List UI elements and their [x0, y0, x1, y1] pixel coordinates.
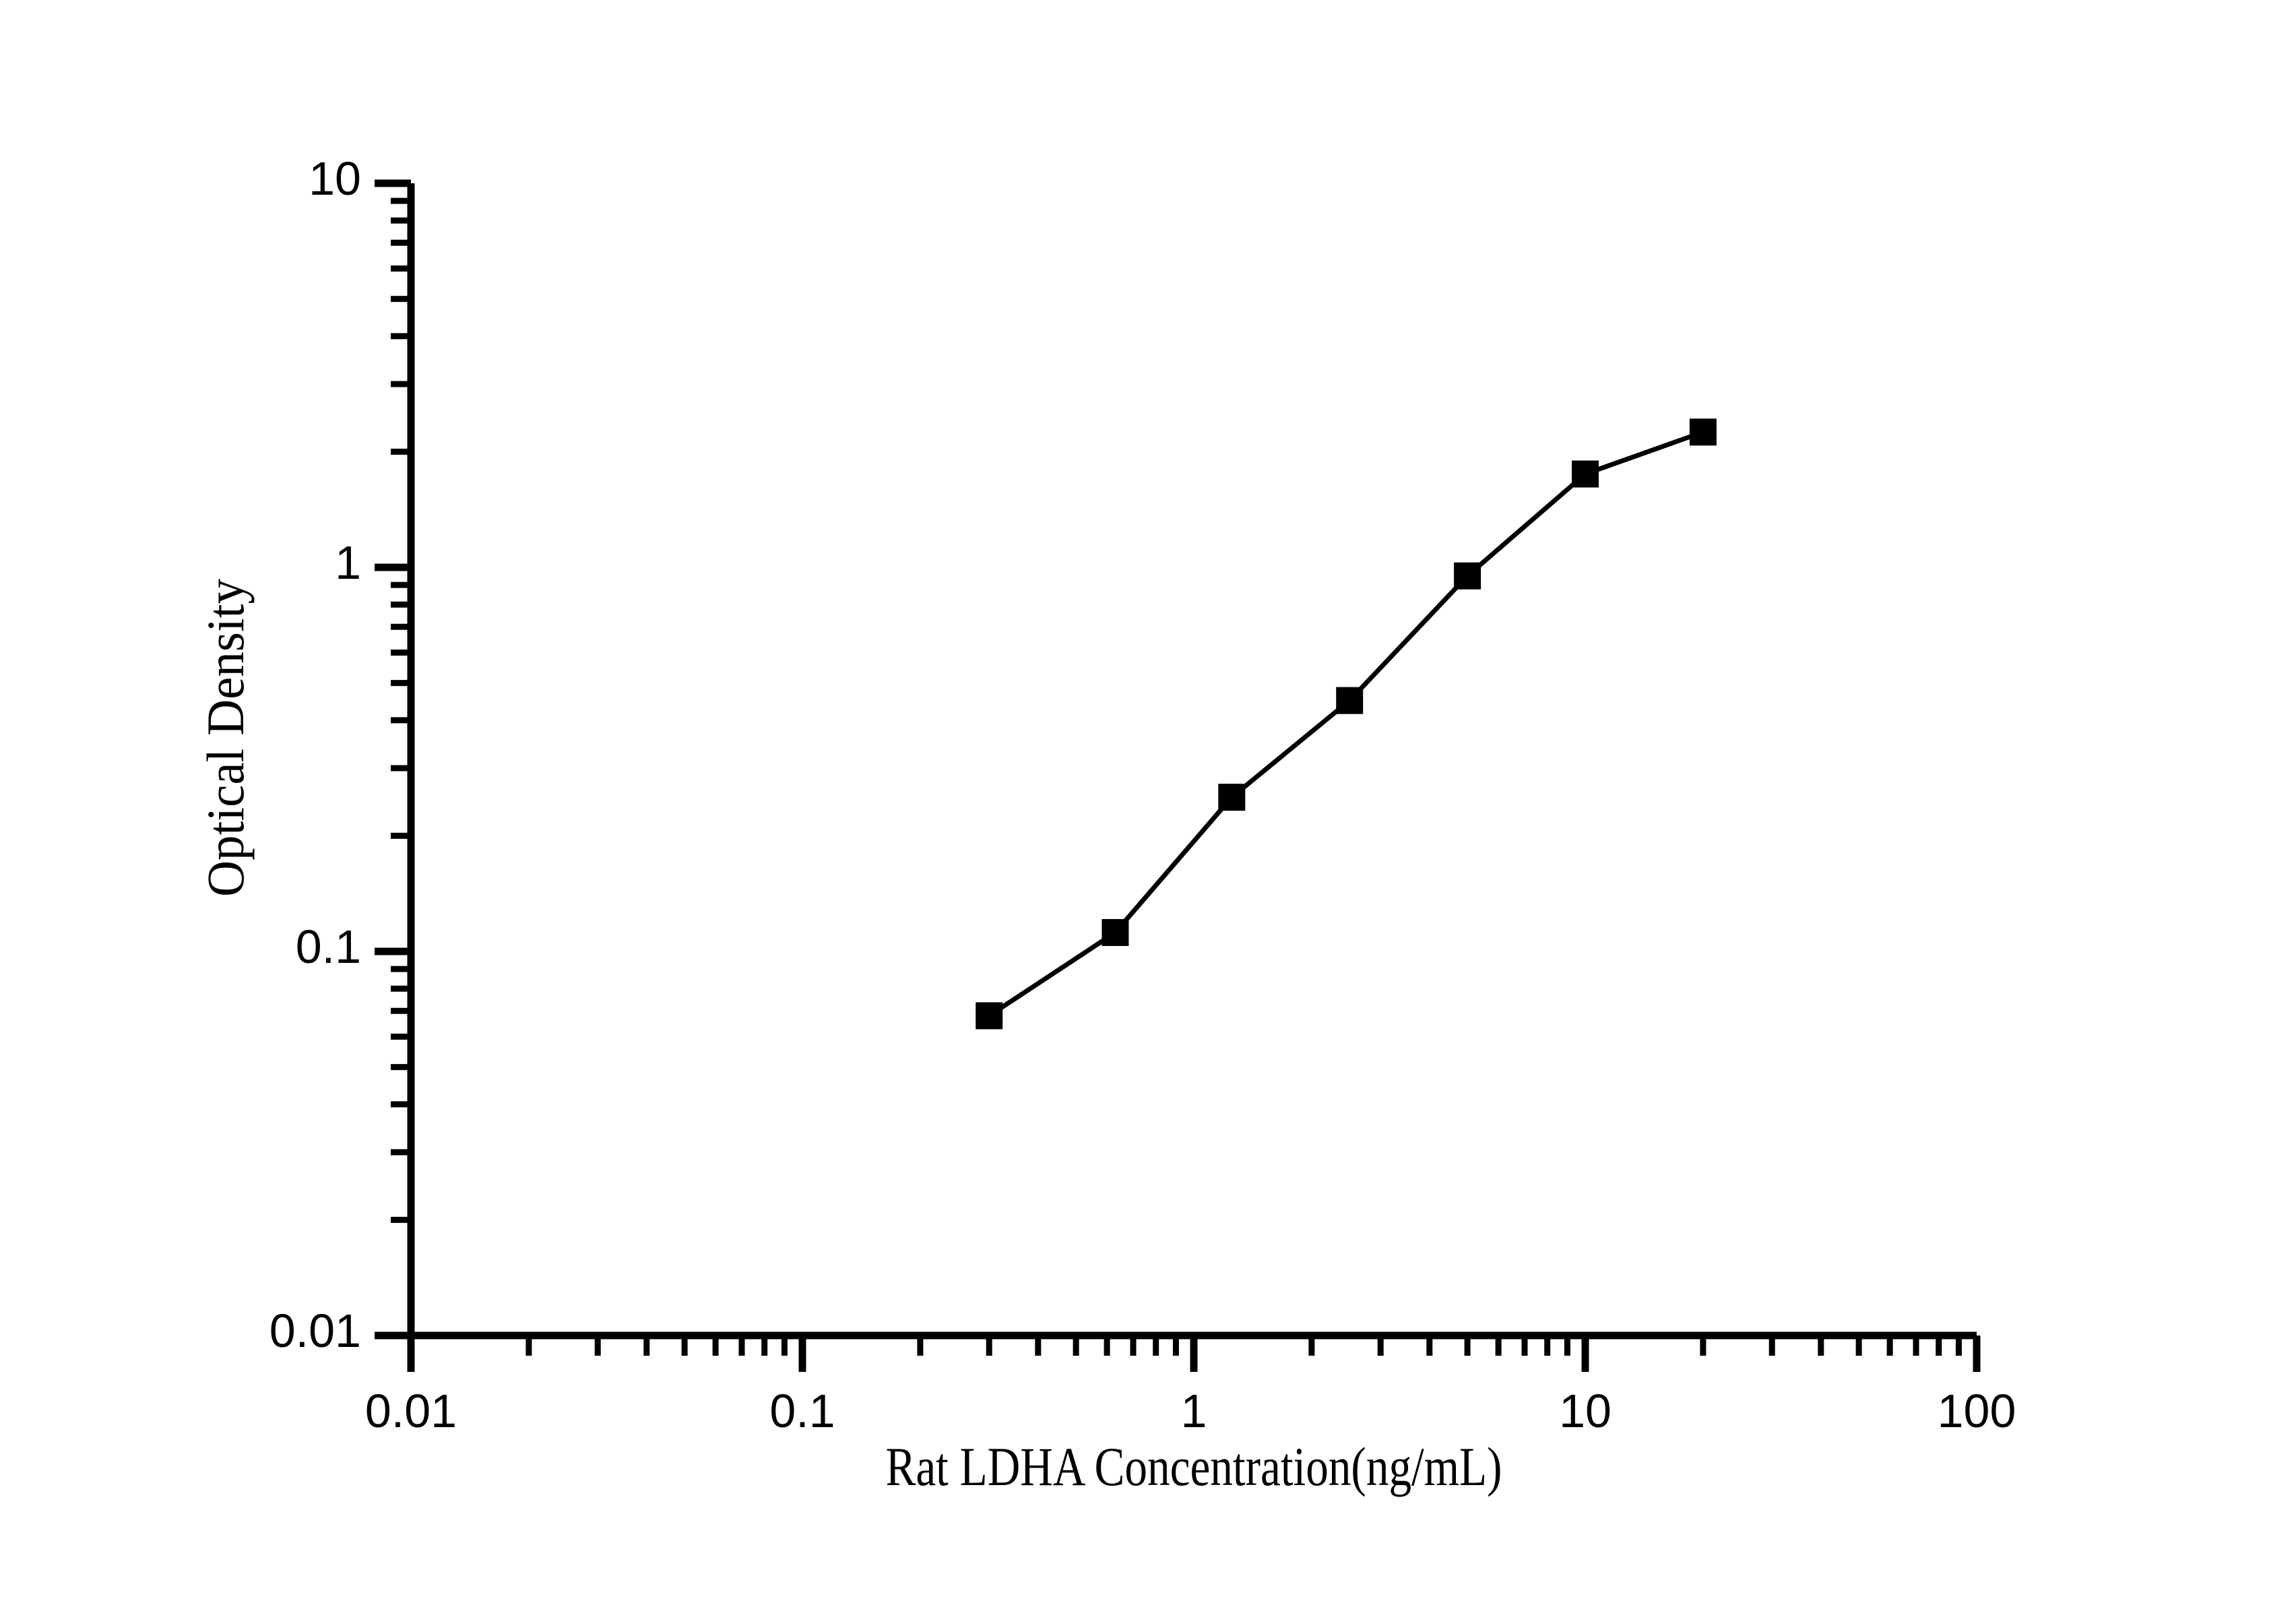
data-markers	[976, 418, 1717, 1030]
data-point-marker	[1102, 918, 1129, 946]
data-point-marker	[1572, 460, 1599, 488]
axis-ticks	[375, 179, 1981, 1372]
axis-lines	[407, 183, 1977, 1340]
x-tick-label: 1	[1180, 1385, 1207, 1437]
data-point-marker	[1454, 562, 1481, 590]
y-tick-label: 0.01	[269, 1305, 361, 1357]
y-tick-label: 0.1	[295, 920, 361, 973]
data-point-marker	[976, 1002, 1003, 1030]
x-axis-title: Rat LDHA Concentration(ng/mL)	[885, 1436, 1502, 1497]
data-point-marker	[1336, 687, 1364, 714]
data-line	[988, 429, 1704, 1018]
x-tick-label: 0.01	[364, 1385, 457, 1437]
y-tick-label: 10	[309, 152, 361, 205]
series-path	[988, 429, 1704, 1018]
x-tick-label: 10	[1559, 1385, 1612, 1437]
x-tick-label: 100	[1937, 1385, 2016, 1437]
y-tick-label: 1	[335, 536, 361, 589]
data-point-marker	[1218, 784, 1246, 811]
data-point-marker	[1689, 418, 1717, 446]
x-tick-label: 0.1	[769, 1385, 835, 1437]
